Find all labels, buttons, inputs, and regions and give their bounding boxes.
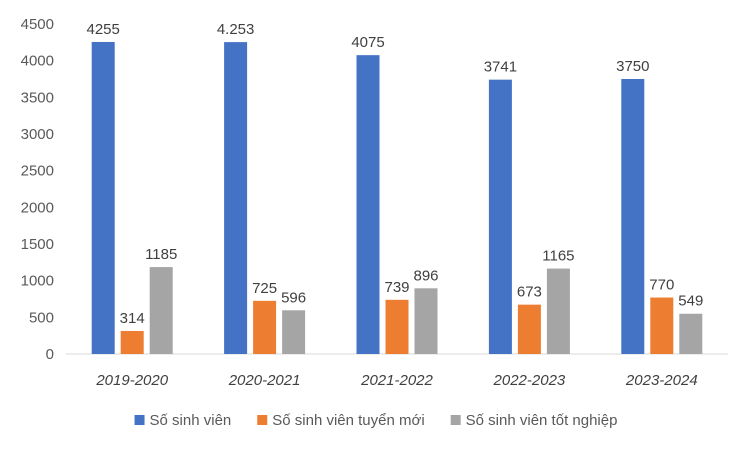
y-tick-label: 0 (46, 346, 54, 363)
x-tick-label: 2020-2021 (228, 372, 301, 389)
bar (488, 79, 512, 354)
x-tick-label: 2022-2023 (493, 372, 566, 389)
legend-swatch (450, 415, 461, 425)
data-label: 1165 (542, 248, 574, 265)
x-tick-label: 2021-2022 (360, 372, 433, 389)
data-label: 1185 (145, 246, 177, 263)
bars (91, 41, 703, 355)
legend-label: Số sinh viên tốt nghiệp (466, 412, 618, 429)
y-tick-label: 3500 (21, 89, 54, 106)
y-tick-label: 1000 (21, 273, 54, 290)
data-label: 3750 (616, 58, 649, 75)
y-tick-label: 1500 (21, 236, 54, 253)
legend-swatch (257, 415, 268, 425)
y-tick-label: 500 (29, 309, 54, 326)
bar (282, 310, 306, 354)
bar (224, 42, 248, 354)
bar (650, 297, 674, 354)
legend-swatch (134, 415, 145, 425)
bar (120, 330, 144, 354)
y-tick-label: 3000 (21, 126, 54, 143)
x-tick-label: 2019-2020 (95, 372, 168, 389)
legend-label: Số sinh viên tuyển mới (272, 412, 424, 429)
data-label: 4255 (87, 21, 120, 38)
y-tick-label: 4000 (21, 53, 54, 70)
bar (546, 268, 570, 354)
y-tick-label: 2500 (21, 163, 54, 180)
bar (621, 79, 645, 354)
bar (414, 288, 438, 354)
legend: Số sinh viên Số sinh viên tuyển mới Số sin… (134, 412, 618, 429)
data-label: 896 (413, 267, 438, 284)
bar (253, 300, 277, 354)
data-label: 596 (281, 289, 306, 306)
legend-label: Số sinh viên (150, 412, 232, 429)
y-tick-label: 2000 (21, 199, 54, 216)
bar (679, 313, 703, 354)
y-tick-label: 4500 (21, 16, 54, 33)
axes: 0 500 1000 1500 2000 2500 3000 3500 4000 4500 2019… (21, 16, 728, 389)
bar (517, 304, 541, 354)
data-label: 3741 (484, 59, 517, 76)
data-label: 673 (517, 284, 542, 301)
data-label: 725 (252, 280, 277, 297)
data-label: 549 (678, 293, 703, 310)
data-label: 4.253 (217, 21, 255, 38)
data-label: 4075 (351, 34, 384, 51)
bar (91, 41, 115, 354)
data-label: 770 (649, 277, 674, 294)
data-label: 314 (120, 310, 145, 327)
bar (356, 55, 380, 355)
data-label: 739 (384, 279, 409, 296)
bar (385, 299, 409, 354)
bar (149, 267, 173, 354)
x-tick-label: 2023-2024 (625, 372, 698, 389)
